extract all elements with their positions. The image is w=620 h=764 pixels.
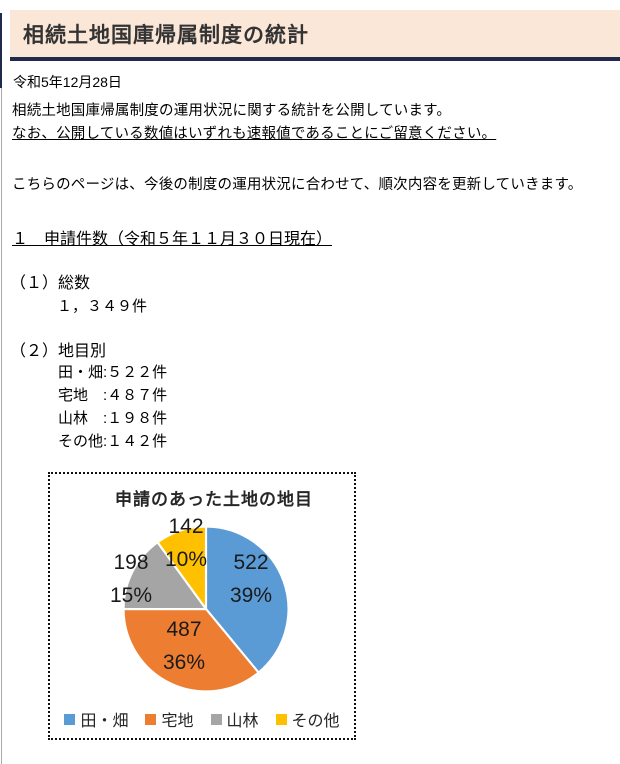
intro-paragraph: 相続土地国庫帰属制度の運用状況に関する統計を公開しています。 なお、公開している… bbox=[12, 100, 496, 146]
legend-item-takuchi: 宅地 bbox=[145, 707, 194, 731]
pie-label-value: 487 bbox=[166, 618, 202, 641]
legend-swatch-gray-icon bbox=[210, 713, 222, 725]
pie-label-percent: 39% bbox=[229, 584, 273, 607]
pie-slice-0 bbox=[204, 525, 290, 674]
legend-label: 田・畑 bbox=[80, 713, 129, 730]
intro-line2-underlined: なお、公開している数値はいずれも速報値であることにご留意ください。 bbox=[12, 126, 497, 142]
pie-chart bbox=[122, 525, 290, 693]
total-count-label: （１）総数 bbox=[10, 275, 91, 292]
pie-slice-1 bbox=[122, 607, 260, 693]
legend-item-taihata: 田・畑 bbox=[64, 707, 128, 731]
page-header-banner: 相続土地国庫帰属制度の統計 bbox=[10, 10, 620, 61]
legend-swatch-blue-icon bbox=[64, 713, 76, 725]
pie-label-sanrin: 198 15% bbox=[96, 546, 166, 612]
list-item: その他:１４２件 bbox=[58, 433, 168, 450]
window-left-edge-gray bbox=[1, 88, 2, 764]
pie-label-takuchi: 487 36% bbox=[149, 613, 219, 679]
legend-label: 山林 bbox=[226, 713, 259, 730]
pie-slice-2 bbox=[122, 541, 208, 611]
legend-swatch-yellow-icon bbox=[275, 713, 287, 725]
window-left-edge-dark bbox=[0, 13, 2, 88]
pie-slice-3 bbox=[156, 525, 208, 611]
pie-label-value: 142 bbox=[168, 515, 204, 538]
section1-heading: １ 申請件数（令和５年１１月３０日現在） bbox=[12, 231, 333, 248]
pie-label-sonota: 142 10% bbox=[151, 510, 221, 576]
list-item: 田・畑:５２２件 bbox=[58, 364, 168, 381]
legend-item-sonota: その他 bbox=[275, 707, 340, 731]
total-count-value: １，３４９件 bbox=[57, 298, 148, 315]
update-note: こちらのページは、今後の制度の運用状況に合わせて、順次内容を更新していきます。 bbox=[12, 177, 583, 193]
legend-label: 宅地 bbox=[161, 713, 194, 730]
publish-date: 令和5年12月28日 bbox=[13, 74, 122, 90]
pie-label-percent: 10% bbox=[164, 548, 208, 571]
pie-label-percent: 36% bbox=[162, 651, 206, 674]
pie-label-percent: 15% bbox=[109, 584, 153, 607]
legend-item-sanrin: 山林 bbox=[210, 707, 259, 731]
intro-line1: 相続土地国庫帰属制度の運用状況に関する統計を公開しています。 bbox=[12, 103, 452, 119]
pie-label-value: 522 bbox=[233, 551, 269, 574]
list-item: 宅地 :４８７件 bbox=[58, 387, 168, 404]
by-land-type-label: （２）地目別 bbox=[10, 343, 107, 360]
chart-title: 申請のあった土地の地目 bbox=[115, 490, 313, 509]
list-item: 山林 :１９８件 bbox=[58, 410, 168, 427]
page-title: 相続土地国庫帰属制度の統計 bbox=[23, 23, 309, 47]
legend-swatch-orange-icon bbox=[145, 713, 157, 725]
legend-label: その他 bbox=[291, 713, 340, 730]
pie-label-value: 198 bbox=[113, 551, 149, 574]
pie-chart-frame: 申請のあった土地の地目 142 10% 198 15% 522 39% 487 … bbox=[48, 472, 356, 740]
chart-legend: 田・畑 宅地 山林 その他 bbox=[54, 707, 350, 731]
by-land-type-list: 田・畑:５２２件 宅地 :４８７件 山林 :１９８件 その他:１４２件 bbox=[58, 361, 167, 453]
pie-label-taihata: 522 39% bbox=[216, 546, 286, 612]
